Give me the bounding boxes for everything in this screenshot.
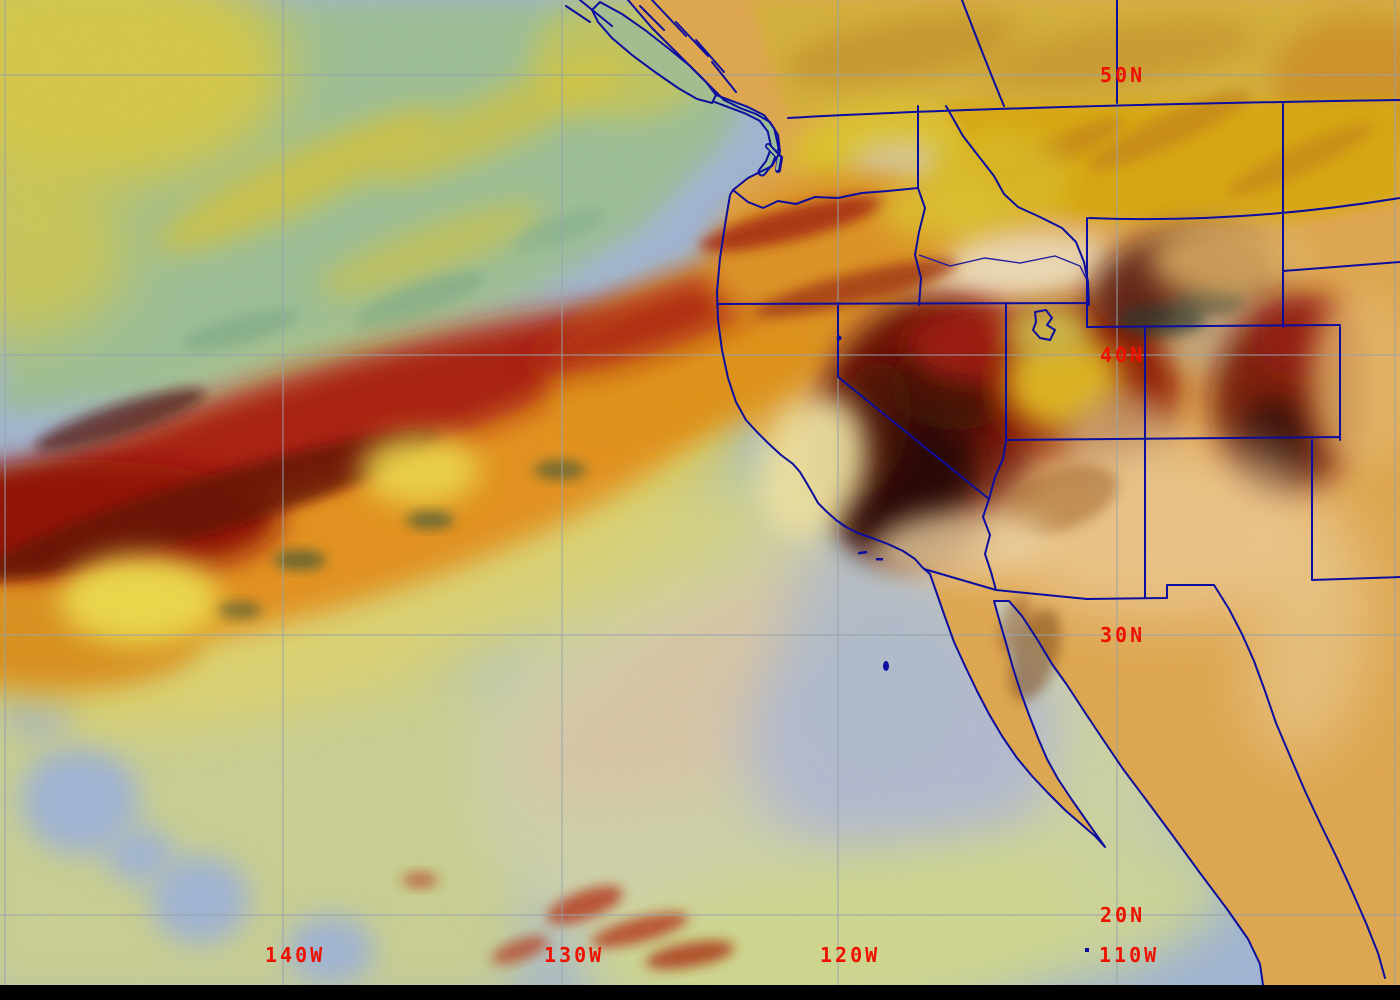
lat-label-50n: 50N xyxy=(1100,63,1145,87)
channel-islands-2 xyxy=(876,558,883,561)
lat-label-40n: 40N xyxy=(1100,343,1145,367)
bc-fjords xyxy=(565,0,737,93)
lon-label-120w: 120W xyxy=(820,943,880,967)
vancouver-island xyxy=(565,0,737,105)
caption-bar: GOES-18 RGB DAY:R=C2 G=C7-14 B=C14 NIGHT… xyxy=(0,985,1400,1000)
lon-label-110w: 110W xyxy=(1099,943,1159,967)
great-salt-lake xyxy=(1032,309,1056,341)
state-borders xyxy=(716,0,1400,979)
lon-label-140w: 140W xyxy=(265,943,325,967)
guadalupe-island xyxy=(883,661,889,671)
socorro-island xyxy=(1085,948,1089,952)
lat-label-30n: 30N xyxy=(1100,623,1145,647)
lake-tahoe xyxy=(836,335,842,341)
lat-label-20n: 20N xyxy=(1100,903,1145,927)
coastline xyxy=(627,0,1264,986)
graticule-labels: 50N 40N 30N 20N 140W 130W 120W 110W xyxy=(265,63,1159,967)
lon-label-130w: 130W xyxy=(544,943,604,967)
snake-river xyxy=(918,254,1088,281)
channel-islands xyxy=(858,550,868,555)
